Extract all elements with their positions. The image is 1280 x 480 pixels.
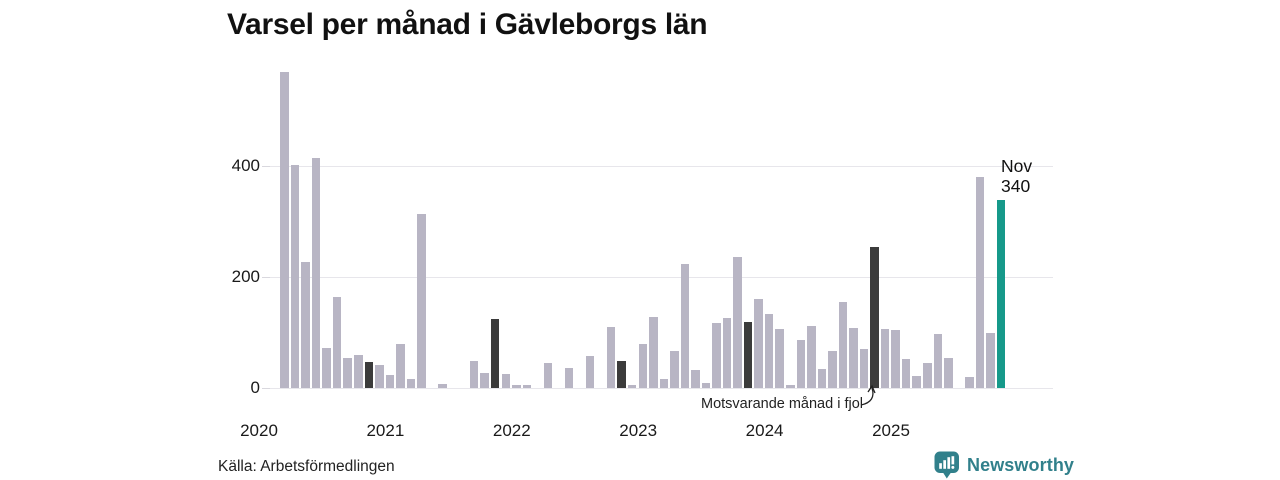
bar-2024-04 bbox=[796, 340, 806, 388]
y-axis-label: 400 bbox=[231, 156, 260, 176]
bar-2023-09 bbox=[722, 317, 732, 388]
y-axis-label: 200 bbox=[231, 267, 260, 287]
y-tick bbox=[262, 387, 270, 389]
bar-2024-01 bbox=[764, 314, 774, 388]
bar-2025-02 bbox=[901, 359, 911, 388]
bar-2025-05 bbox=[933, 334, 943, 388]
x-axis-label-2023: 2023 bbox=[619, 421, 658, 440]
bar-2025-04 bbox=[923, 363, 932, 388]
bar-2023-02 bbox=[649, 316, 658, 388]
bar-2020-08 bbox=[332, 297, 342, 388]
bar-2023-04 bbox=[670, 351, 679, 388]
bar-2020-05 bbox=[301, 261, 310, 388]
bar-2022-06 bbox=[564, 368, 574, 388]
bar-2025-08 bbox=[965, 376, 974, 388]
y-tick bbox=[262, 276, 270, 278]
bar-2022-01 bbox=[512, 384, 521, 388]
bar-2024-09 bbox=[849, 327, 858, 388]
bar-2020-11 bbox=[364, 361, 374, 388]
x-axis-label-2024: 2024 bbox=[745, 421, 784, 440]
bar-2025-09 bbox=[975, 177, 985, 388]
bar-2024-12 bbox=[880, 328, 890, 388]
bar-2024-11 bbox=[870, 246, 879, 388]
bar-2024-03 bbox=[786, 385, 795, 388]
source-note: Källa: Arbetsförmedlingen bbox=[218, 458, 395, 475]
bar-2021-03 bbox=[406, 378, 416, 388]
bar-2023-03 bbox=[659, 378, 669, 388]
y-axis-label: 0 bbox=[250, 378, 260, 397]
bar-2021-10 bbox=[480, 372, 489, 388]
brand-name: Newsworthy bbox=[967, 454, 1075, 475]
bar-2025-01 bbox=[891, 329, 900, 388]
bar-2022-12 bbox=[627, 384, 637, 388]
x-axis-label-2021: 2021 bbox=[366, 421, 405, 440]
x-axis-label-2025: 2025 bbox=[872, 421, 910, 440]
bar-2024-02 bbox=[775, 329, 784, 388]
bar-2024-05 bbox=[807, 325, 816, 388]
bar-2023-11 bbox=[743, 321, 753, 388]
current-value-label: Nov 340 bbox=[1001, 156, 1032, 196]
bar-2024-10 bbox=[859, 348, 869, 388]
bar-2020-07 bbox=[322, 347, 331, 388]
bar-2020-12 bbox=[375, 365, 384, 388]
bar-2021-09 bbox=[469, 361, 479, 388]
bar-2020-03 bbox=[280, 71, 289, 388]
bar-2021-01 bbox=[385, 375, 395, 388]
bar-2020-06 bbox=[311, 158, 321, 388]
annotation-arrow-icon bbox=[860, 384, 876, 406]
bar-2023-07 bbox=[701, 382, 711, 388]
bar-2024-07 bbox=[828, 350, 837, 388]
bar-2020-09 bbox=[343, 358, 352, 388]
bar-2022-04 bbox=[543, 363, 553, 388]
newsworthy-icon bbox=[934, 451, 959, 479]
gridline-y400 bbox=[270, 165, 1053, 167]
bar-2022-02 bbox=[522, 384, 532, 388]
brand-logo: Newsworthy bbox=[934, 451, 1074, 479]
bar-2025-06 bbox=[944, 358, 953, 388]
current-value: 340 bbox=[1001, 176, 1031, 196]
bar-2023-10 bbox=[733, 256, 742, 388]
bar-2022-10 bbox=[606, 327, 616, 388]
x-axis-label-2020: 2020 bbox=[240, 421, 278, 440]
bar-2020-10 bbox=[354, 355, 363, 388]
bar-2024-06 bbox=[817, 369, 827, 388]
bar-2024-08 bbox=[838, 301, 848, 388]
y-tick bbox=[262, 165, 270, 167]
bar-2025-11 bbox=[996, 199, 1006, 388]
bar-2020-04 bbox=[290, 164, 300, 388]
gridline-y200 bbox=[270, 276, 1053, 278]
gridline-y0 bbox=[270, 387, 1053, 389]
bar-2022-11 bbox=[617, 361, 626, 388]
x-axis-label-2022: 2022 bbox=[492, 421, 531, 440]
page-title: Varsel per månad i Gävleborgs län bbox=[227, 8, 708, 41]
bar-2022-08 bbox=[585, 356, 595, 388]
bar-2023-01 bbox=[638, 343, 648, 388]
annotation-label: Motsvarande månad i fjol bbox=[701, 396, 863, 412]
bar-2023-08 bbox=[712, 323, 721, 388]
bar-2021-11 bbox=[490, 319, 500, 388]
bar-2025-03 bbox=[912, 375, 921, 388]
bar-2021-04 bbox=[417, 213, 426, 388]
current-month: Nov bbox=[1001, 156, 1033, 176]
bar-2023-06 bbox=[691, 369, 700, 388]
bar-2025-10 bbox=[986, 333, 995, 388]
bar-2023-05 bbox=[680, 264, 690, 388]
bar-2023-12 bbox=[754, 298, 763, 388]
bar-2021-02 bbox=[396, 343, 405, 388]
bar-2021-12 bbox=[501, 373, 511, 388]
bar-2021-06 bbox=[438, 383, 447, 388]
